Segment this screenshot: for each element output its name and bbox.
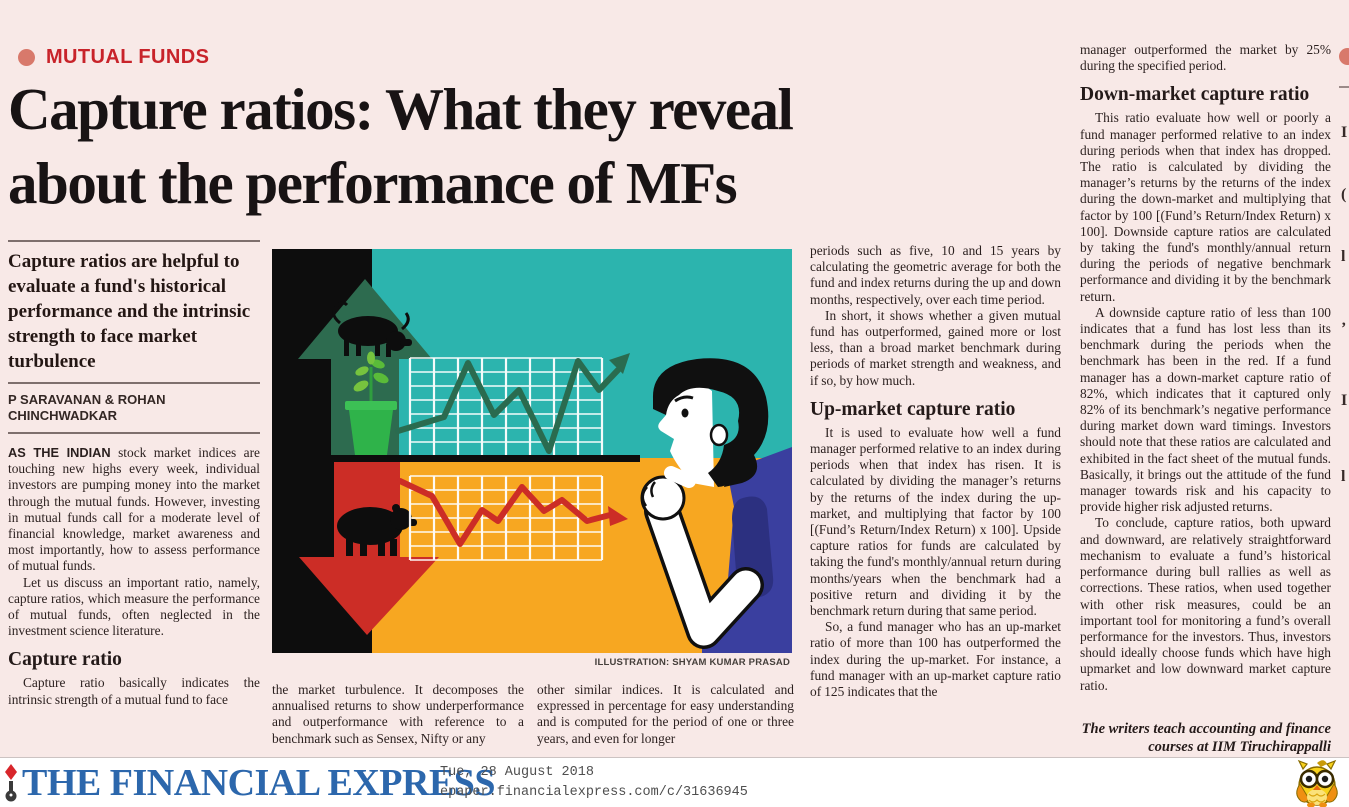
edge-text-fragment: (	[1341, 186, 1347, 203]
paragraph: This ratio evaluate how well or poorly a…	[1080, 110, 1331, 304]
section-label: MUTUAL FUNDS	[46, 46, 210, 68]
financial-express-logo: THE FINANCIAL EXPRESS	[22, 762, 496, 804]
bear-icon	[337, 504, 417, 556]
financial-express-emblem-icon	[5, 764, 17, 802]
edge-text-fragment: l	[1341, 248, 1346, 265]
edition-date: Tue, 28 August 2018	[440, 765, 594, 780]
subheading-capture-ratio: Capture ratio	[8, 649, 122, 671]
column-3: periods such as five, 10 and 15 years by…	[810, 243, 1061, 760]
arm	[647, 496, 761, 646]
illustration-credit: ILLUSTRATION: SHYAM KUMAR PRASAD	[594, 657, 790, 668]
headline-line-1: Capture ratios: What they reveal	[8, 76, 794, 142]
down-trend-line	[397, 478, 628, 547]
lead-in: AS THE INDIAN	[8, 445, 111, 460]
edge-text-fragment: l	[1341, 468, 1346, 485]
article-headline: Capture ratios: What they reveal about t…	[8, 72, 1046, 220]
eyebrow	[674, 395, 694, 403]
divider	[8, 382, 260, 384]
column-4: manager outperformed the market by 25% d…	[1080, 42, 1331, 758]
owl-mascot-icon[interactable]	[1291, 757, 1343, 807]
paragraph: AS THE INDIAN stock market indices are t…	[8, 445, 260, 575]
eye	[681, 408, 689, 418]
horizon-divider	[272, 455, 640, 462]
paragraph: Let us discuss an important ratio, namel…	[8, 574, 260, 639]
writers-credit: The writers teach accounting and finance…	[1081, 721, 1331, 755]
epaper-footer: THE FINANCIAL EXPRESS Tue, 28 August 201…	[0, 757, 1349, 807]
paragraph: To conclude, capture ratios, both upward…	[1080, 515, 1331, 693]
bull-market-background	[372, 249, 792, 458]
edge-text-fragment: I	[1341, 124, 1348, 141]
paragraph: other similar indices. It is calculated …	[537, 682, 794, 746]
divider	[8, 240, 260, 242]
paragraph: So, a fund manager who has an up-market …	[810, 619, 1061, 700]
plant-icon	[345, 351, 397, 455]
article-standfirst: Capture ratios are helpful to evaluate a…	[8, 251, 251, 372]
paragraph: the market turbulence. It decomposes the…	[272, 682, 524, 746]
adjacent-section-bullet-icon	[1339, 48, 1349, 65]
paragraph: Capture ratio basically indicates the in…	[8, 675, 260, 707]
column-2a: the market turbulence. It decomposes the…	[272, 682, 524, 747]
section-bullet-icon	[18, 49, 35, 66]
thinking-man	[640, 358, 792, 653]
paragraph-text: stock market indices are touching new hi…	[8, 445, 260, 574]
up-trend-line	[395, 353, 630, 454]
divider	[8, 432, 260, 434]
paragraph: It is used to evaluate how well a fund m…	[810, 424, 1061, 619]
column-2b: other similar indices. It is calculated …	[537, 682, 794, 747]
byline: P SARAVANAN & ROHAN CHINCHWADKAR	[8, 392, 166, 423]
epaper-url[interactable]: epaper.financialexpress.com/c/31636945	[440, 785, 748, 800]
bull-icon	[332, 301, 412, 357]
paragraph: A downside capture ratio of less than 10…	[1080, 304, 1331, 515]
down-arrow-icon	[299, 462, 439, 635]
paragraph: In short, it shows whether a given mutua…	[810, 307, 1061, 388]
headline-line-2: about the performance of MFs	[8, 150, 738, 216]
edge-text-fragment: ’	[1341, 320, 1347, 337]
subheading-up-market: Up-market capture ratio	[810, 398, 1016, 420]
paragraph: periods such as five, 10 and 15 years by…	[810, 243, 1061, 307]
face	[655, 380, 714, 487]
section-kicker: MUTUAL FUNDS	[18, 46, 209, 69]
adjacent-divider	[1339, 86, 1349, 88]
paragraph: manager outperformed the market by 25% d…	[1080, 42, 1331, 74]
subheading-down-market: Down-market capture ratio	[1080, 84, 1310, 106]
bull-bear-illustration	[272, 249, 792, 653]
ear	[709, 423, 729, 447]
column-1: Capture ratios are helpful to evaluate a…	[8, 240, 260, 708]
edge-text-fragment: I	[1341, 392, 1348, 409]
